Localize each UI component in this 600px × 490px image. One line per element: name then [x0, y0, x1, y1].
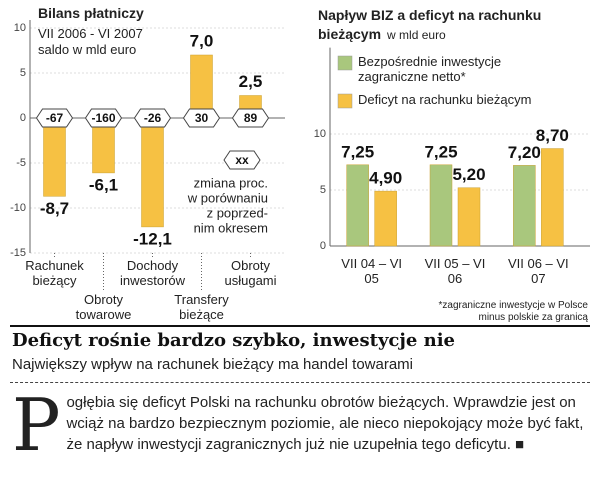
x-tick-label: Rachunek bieżący — [25, 258, 84, 288]
bar — [374, 190, 397, 247]
x-tick-label: VII 04 – VI 05 — [341, 256, 402, 286]
legend-text: Deficyt na rachunku bieżącym — [358, 92, 532, 107]
y-tick-label: 10 — [14, 22, 26, 34]
y-tick-label: -15 — [10, 247, 26, 259]
rule — [10, 325, 590, 327]
chart-subtitle: saldo w mld euro — [38, 42, 137, 57]
footnote: *zagraniczne inwestycje w Polsce — [438, 300, 588, 311]
change-badge — [35, 108, 74, 128]
value-label: -12,1 — [133, 229, 172, 248]
value-label: 2,5 — [239, 72, 263, 91]
value-label: 7,0 — [190, 31, 214, 50]
value-label: 7,25 — [424, 142, 457, 161]
change-badge — [133, 108, 172, 128]
value-label: -8,7 — [40, 199, 69, 218]
bar — [43, 117, 66, 197]
x-tick-label: Dochody inwestorów — [119, 258, 186, 288]
legend-swatch — [337, 93, 353, 109]
change-badge — [182, 108, 221, 128]
y-tick-label: -10 — [10, 202, 26, 214]
bar — [457, 187, 481, 247]
x-tick-label: VII 06 – VI 07 — [507, 256, 569, 286]
y-tick-label: 0 — [320, 240, 326, 252]
change-label: -67 — [46, 111, 64, 125]
bar — [541, 148, 564, 247]
charts: -15 -10 -5 0 5 10 -8,7 -67 -6,1 -160 -12,1 -26 7,0 30… — [10, 20, 590, 292]
x-tick-label: VII 05 – VI 06 — [424, 256, 486, 286]
change-label: -26 — [144, 111, 162, 125]
legend-text: w porównaniu — [187, 190, 268, 205]
change-label: 89 — [244, 111, 258, 125]
value-label: 7,20 — [508, 143, 541, 162]
legend-text: nim okresem — [194, 220, 268, 235]
unit: w mld euro — [387, 28, 446, 42]
change-badge — [231, 108, 270, 128]
legend-text: z poprzed- — [207, 205, 268, 220]
change-label: -160 — [91, 111, 115, 125]
bar — [513, 165, 536, 247]
chart-title: Napływ BIZ a deficyt na rachunku bieżący… — [318, 6, 573, 45]
subheadline: Największy wpływ na rachunek bieżący ma … — [12, 356, 414, 373]
value-label: 5,20 — [452, 165, 485, 184]
x-tick-label: Transfery bieżące — [174, 292, 229, 322]
chart-title: Bilans płatniczy — [38, 5, 144, 21]
legend-symbol: xx — [235, 153, 249, 167]
legend-swatch — [337, 55, 353, 71]
y-tick-label: 5 — [320, 184, 326, 196]
x-tick-label: Obroty usługami — [224, 258, 277, 288]
y-tick-label: 10 — [314, 128, 326, 140]
y-tick-label: 5 — [20, 67, 26, 79]
value-label: 7,25 — [341, 142, 374, 161]
chart-subtitle: VII 2006 - VI 2007 — [38, 26, 143, 41]
value-label: 8,70 — [536, 126, 569, 145]
x-tick-label: Obroty towarowe — [75, 292, 132, 322]
bar — [346, 164, 369, 247]
legend-badge — [223, 150, 261, 170]
change-badge — [84, 108, 123, 128]
drop-cap: P — [12, 383, 61, 467]
y-tick-label: 0 — [20, 112, 26, 124]
bar — [429, 164, 453, 247]
legend-text: zmiana proc. — [194, 175, 268, 190]
legend-text: Bezpośrednie inwestycje zagraniczne nett… — [358, 54, 502, 84]
dashed-rule — [10, 382, 590, 383]
y-tick-label: -5 — [16, 157, 26, 169]
value-label: 4,90 — [369, 169, 402, 188]
body-text: ogłębia się deficyt Polski na rachunku o… — [66, 394, 584, 453]
footnote: minus polskie za granicą — [478, 312, 589, 323]
change-label: 30 — [195, 111, 209, 125]
headline: Deficyt rośnie bardzo szybko, inwestycje… — [12, 330, 455, 351]
title-text: Napływ BIZ a deficyt na rachunku bieżący… — [318, 7, 542, 42]
bar — [141, 117, 164, 228]
value-label: -6,1 — [89, 175, 118, 194]
